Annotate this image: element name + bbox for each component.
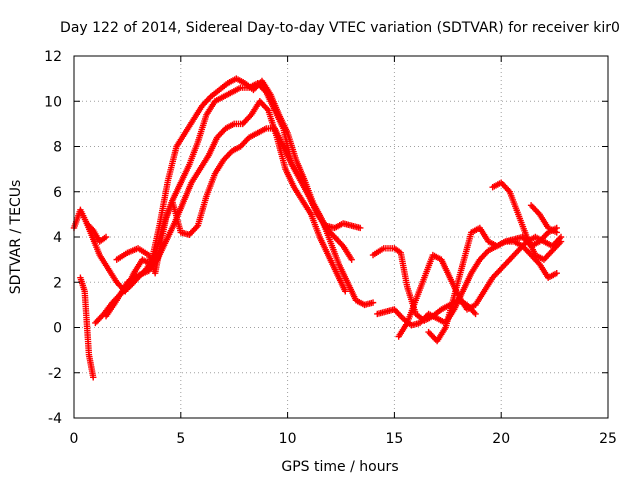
x-tick-label: 10 (279, 431, 297, 447)
data-point (557, 238, 565, 245)
data-markers (70, 75, 565, 381)
series-track-4 (113, 125, 355, 277)
y-tick-label: -2 (48, 366, 62, 382)
y-axis-label: SDTVAR / TECUs (8, 180, 24, 295)
data-point (553, 229, 560, 236)
y-tick-label: 10 (44, 94, 62, 110)
y-tick-label: 4 (53, 230, 62, 246)
y-tick-label: -4 (48, 411, 62, 427)
x-tick-label: 25 (599, 431, 617, 447)
y-tick-label: 0 (53, 321, 62, 337)
data-point (357, 224, 364, 232)
x-tick-label: 5 (176, 431, 185, 447)
x-tick-label: 20 (492, 431, 510, 447)
data-point (369, 299, 377, 306)
chart-title: Day 122 of 2014, Sidereal Day-to-day VTE… (60, 20, 620, 36)
data-point (342, 288, 349, 295)
axes: 0 5 10 15 20 25 -4 -2 0 2 4 6 8 10 12 (44, 49, 617, 447)
x-tick-label: 15 (385, 431, 403, 447)
series-track-5 (77, 274, 97, 381)
data-point (88, 225, 96, 233)
y-tick-label: 6 (53, 185, 62, 201)
y-tick-label: 8 (53, 140, 62, 156)
data-point (90, 374, 97, 381)
y-tick-label: 12 (44, 49, 62, 65)
x-tick-label: 0 (70, 431, 79, 447)
series-track-10 (425, 224, 560, 345)
data-point (472, 310, 479, 318)
series-track-11 (489, 179, 565, 263)
x-axis-label: GPS time / hours (281, 459, 398, 475)
data-point (348, 256, 355, 263)
data-point (553, 270, 560, 277)
y-tick-label: 2 (53, 275, 62, 291)
series-track-12 (527, 202, 560, 236)
data-point (102, 233, 110, 241)
series-track-6 (83, 220, 110, 245)
